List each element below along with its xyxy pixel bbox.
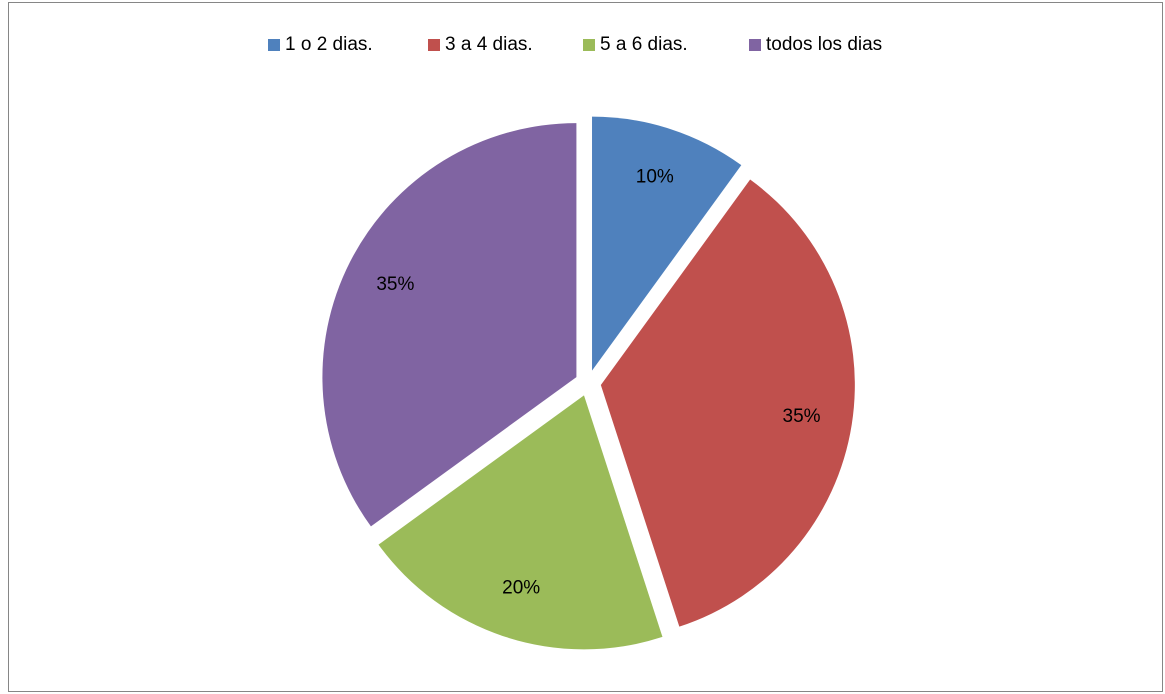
legend-label: 1 o 2 dias. <box>285 34 373 55</box>
pie-slice <box>592 116 742 371</box>
data-label: 10% <box>636 166 674 187</box>
pie-slice <box>322 123 577 527</box>
data-label: 35% <box>376 274 414 295</box>
pie-slice <box>600 179 855 627</box>
legend-swatch <box>428 39 440 51</box>
data-label: 20% <box>502 578 540 599</box>
legend-swatch <box>583 39 595 51</box>
legend-swatch <box>749 39 761 51</box>
legend-label: 3 a 4 dias. <box>445 34 533 55</box>
pie-slice <box>378 395 663 650</box>
data-label: 35% <box>783 406 821 427</box>
legend-label: 5 a 6 dias. <box>600 34 688 55</box>
legend-label: todos los dias <box>766 34 882 55</box>
legend-swatch <box>268 39 280 51</box>
